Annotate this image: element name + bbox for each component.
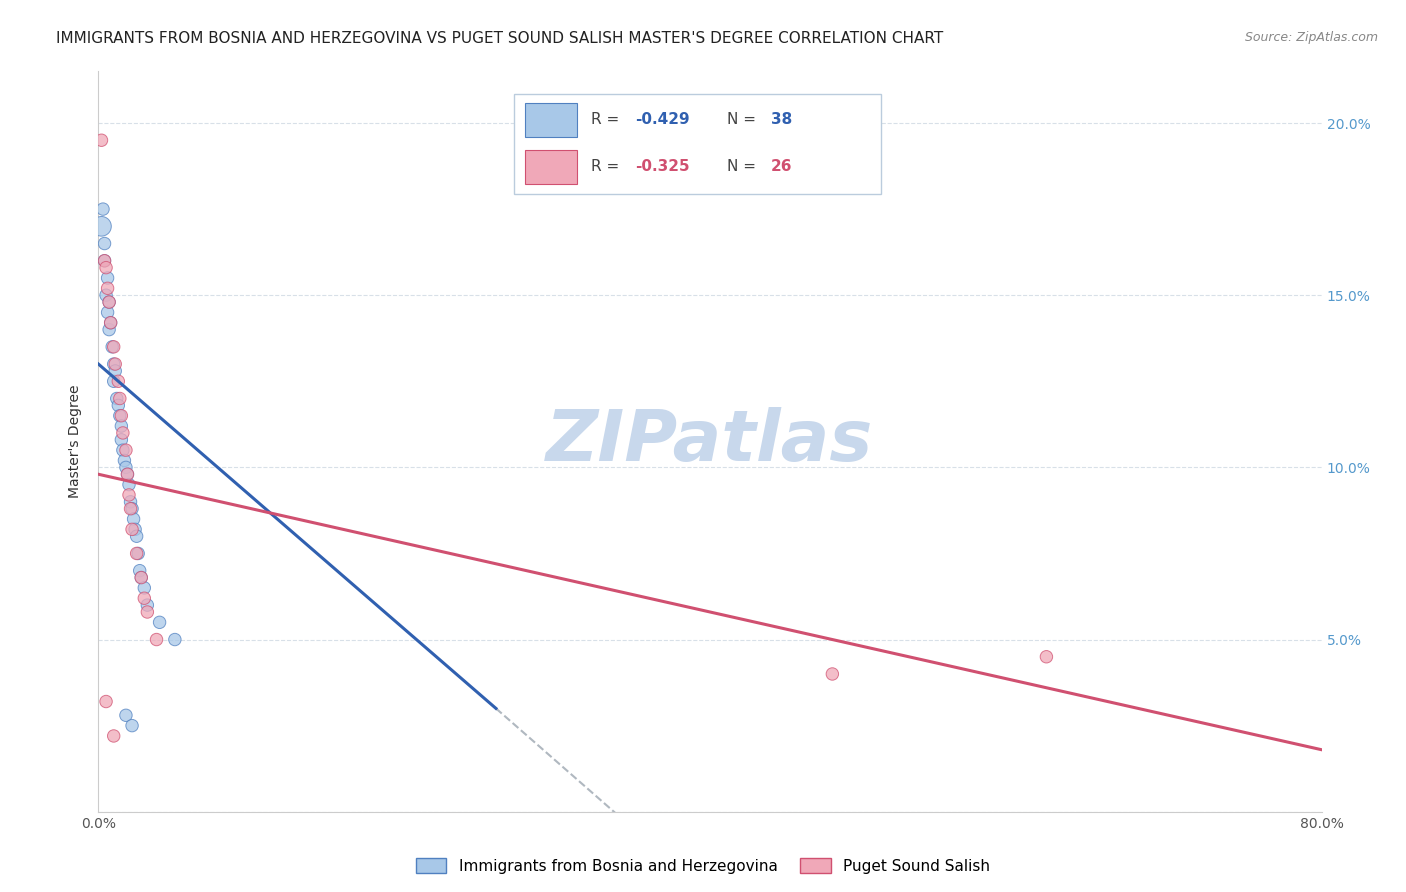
Point (110, 419, 132, 434)
Point (120, 501, 142, 516)
Legend: Immigrants from Bosnia and Herzegovina, Puget Sound Salish: Immigrants from Bosnia and Herzegovina, … (409, 852, 997, 880)
Point (112, 453, 135, 467)
Point (93, 236, 115, 251)
Point (122, 512, 145, 526)
Point (118, 488, 141, 502)
Point (127, 546, 149, 560)
Text: ZIPatlas: ZIPatlas (547, 407, 873, 476)
Point (121, 501, 143, 516)
Point (94, 288, 117, 302)
Point (128, 564, 150, 578)
Point (101, 340, 124, 354)
Point (100, 316, 122, 330)
Point (94, 694, 117, 708)
Point (98, 295, 121, 310)
Point (103, 374, 125, 388)
Point (136, 605, 159, 619)
Point (111, 443, 134, 458)
Point (111, 425, 134, 440)
Point (115, 460, 138, 475)
Point (103, 729, 125, 743)
Text: Source: ZipAtlas.com: Source: ZipAtlas.com (1244, 31, 1378, 45)
Point (97, 305, 120, 319)
Point (93, 253, 115, 268)
Point (145, 632, 167, 647)
Point (125, 546, 148, 560)
Point (103, 340, 125, 354)
Point (118, 477, 141, 491)
Point (121, 718, 143, 732)
Point (117, 467, 139, 482)
Point (120, 495, 142, 509)
Point (129, 570, 152, 584)
Point (149, 615, 172, 630)
Point (125, 529, 148, 543)
Point (124, 522, 146, 536)
Point (90, 133, 112, 147)
Point (98, 323, 121, 337)
Point (98, 295, 121, 310)
Point (134, 581, 156, 595)
Point (108, 392, 131, 406)
Point (103, 357, 125, 371)
Point (115, 708, 138, 723)
Point (821, 667, 844, 681)
Point (105, 392, 128, 406)
Point (104, 357, 127, 371)
Point (129, 570, 152, 584)
Point (104, 364, 127, 378)
Point (90, 219, 112, 234)
Point (1035, 649, 1057, 664)
Point (100, 316, 122, 330)
Y-axis label: Master's Degree: Master's Degree (69, 384, 83, 499)
Point (110, 433, 132, 447)
Point (115, 443, 138, 458)
Point (110, 409, 132, 423)
Point (134, 591, 156, 606)
Point (97, 281, 120, 295)
Point (94, 260, 117, 275)
Point (108, 409, 131, 423)
Point (107, 398, 129, 412)
Point (93, 253, 115, 268)
Point (136, 598, 159, 612)
Point (121, 522, 143, 536)
Point (163, 632, 186, 647)
Point (97, 271, 120, 285)
Text: IMMIGRANTS FROM BOSNIA AND HERZEGOVINA VS PUGET SOUND SALISH MASTER'S DEGREE COR: IMMIGRANTS FROM BOSNIA AND HERZEGOVINA V… (56, 31, 943, 46)
Point (117, 467, 139, 482)
Point (107, 374, 129, 388)
Point (91, 202, 114, 216)
